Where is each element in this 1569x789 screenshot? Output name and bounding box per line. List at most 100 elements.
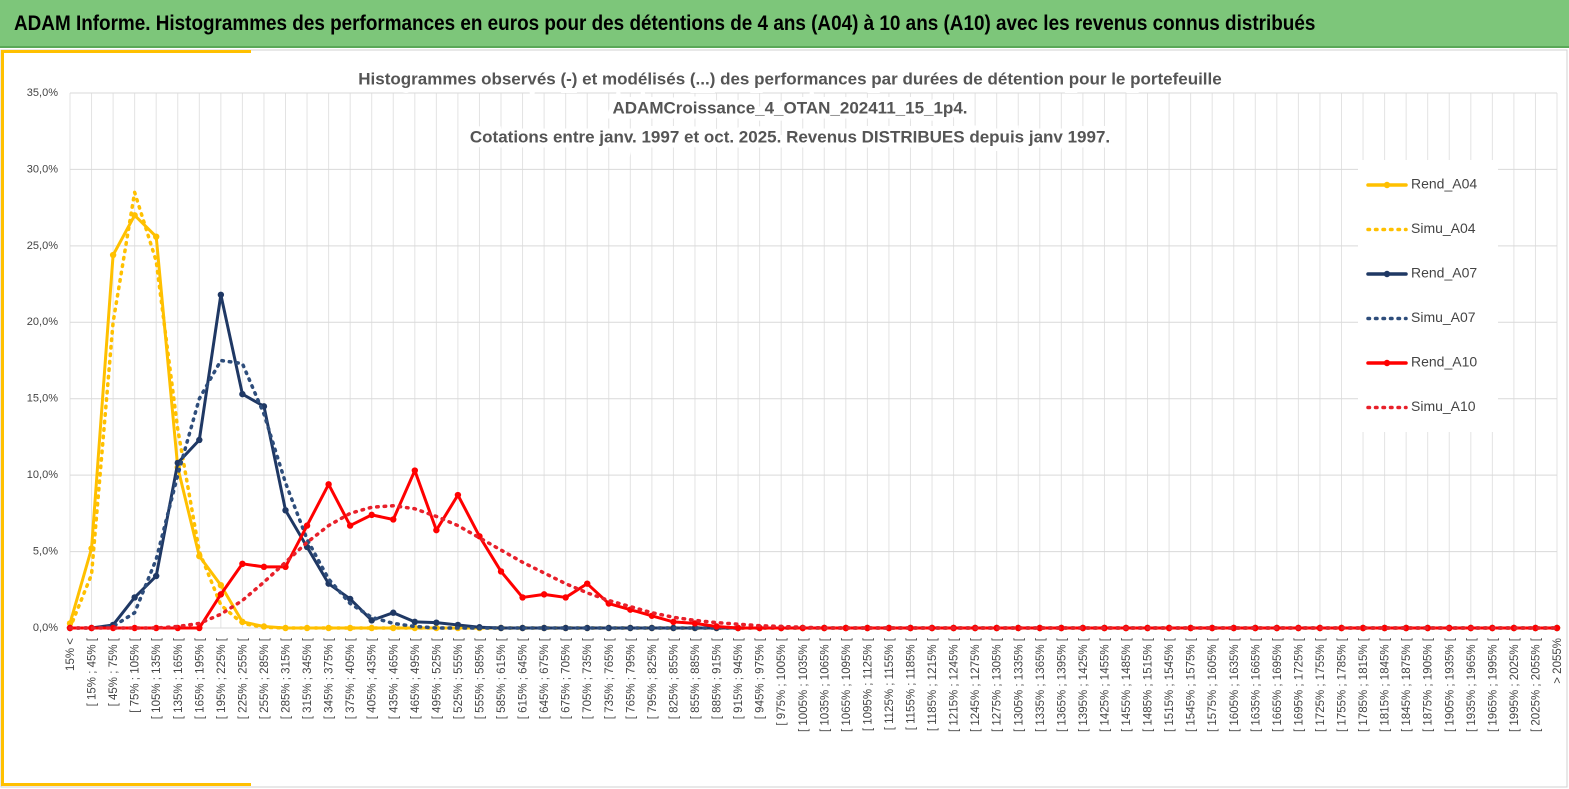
x-tick-label: [ 1725% ; 1755% [ bbox=[1315, 637, 1327, 732]
x-tick-label: [ 1785% ; 1815% [ bbox=[1358, 637, 1370, 732]
series-marker bbox=[691, 620, 699, 627]
series-marker bbox=[174, 459, 181, 467]
series-marker bbox=[346, 522, 354, 529]
legend-label: Simu_A10 bbox=[1411, 398, 1476, 414]
series-marker bbox=[217, 582, 225, 589]
x-tick-label: [ 165% ; 195% [ bbox=[194, 637, 206, 719]
series-marker bbox=[476, 533, 483, 540]
chart: 0,0% 5,0% 10,0% 15,0% 20,0% 25,0% 30,0% 35,0% Hi… bbox=[0, 49, 1568, 788]
legend-box bbox=[1358, 160, 1498, 432]
series-marker bbox=[131, 594, 138, 601]
series-marker bbox=[196, 436, 203, 444]
legend-marker bbox=[1383, 359, 1391, 367]
x-tick-label: [ 915% ; 945% [ bbox=[733, 637, 745, 719]
series-marker bbox=[540, 624, 548, 632]
x-tick-label: 15% < bbox=[65, 638, 77, 671]
series-marker bbox=[411, 467, 419, 474]
x-tick-label: [ 15% ; 45% [ bbox=[87, 637, 99, 706]
y-tick-label: 15,0% bbox=[27, 393, 58, 405]
series-marker bbox=[433, 526, 440, 534]
chart-title: Cotations entre janv. 1997 et oct. 2025.… bbox=[470, 127, 1110, 146]
x-tick-label: [ 75% ; 105% [ bbox=[130, 637, 142, 713]
x-tick-label: [ 855% ; 885% [ bbox=[690, 637, 702, 719]
x-tick-label: [ 1335% ; 1365% [ bbox=[1035, 637, 1047, 732]
series-marker bbox=[454, 491, 462, 499]
series-marker bbox=[562, 594, 569, 601]
x-tick-label: [ 555% ; 585% [ bbox=[474, 637, 486, 719]
x-tick-label: [ 1815% ; 1845% [ bbox=[1380, 637, 1392, 732]
x-tick-label: [ 765% ; 795% [ bbox=[625, 637, 637, 719]
series-marker bbox=[346, 595, 354, 603]
x-tick-label: [ 1485% ; 1515% [ bbox=[1143, 637, 1155, 732]
chart-title: Histogrammes observés (-) et modélisés (… bbox=[358, 69, 1221, 88]
x-tick-label: [ 1155% ; 1185% [ bbox=[906, 637, 918, 730]
series-marker bbox=[260, 563, 268, 571]
series-marker bbox=[584, 580, 591, 587]
x-tick-label: [ 1275% ; 1305% [ bbox=[992, 637, 1004, 732]
x-tick-label: [ 255% ; 285% [ bbox=[259, 637, 271, 719]
x-tick-label: [ 2025% ; 2055% [ bbox=[1530, 637, 1542, 732]
y-tick-label: 0,0% bbox=[33, 622, 58, 634]
series-marker bbox=[131, 624, 138, 632]
legend-label: Simu_A04 bbox=[1411, 220, 1476, 236]
x-tick-label: [ 315% ; 345% [ bbox=[302, 637, 314, 719]
legend-marker bbox=[1383, 181, 1391, 189]
series-marker bbox=[282, 507, 289, 514]
x-tick-label: [ 1695% ; 1725% [ bbox=[1293, 637, 1305, 732]
series-marker bbox=[713, 623, 720, 630]
x-tick-label: [ 615% ; 645% [ bbox=[518, 637, 530, 719]
series-marker bbox=[411, 618, 419, 626]
series-marker bbox=[153, 233, 160, 240]
series-marker bbox=[217, 591, 225, 598]
x-tick-label: [ 1245% ; 1275% [ bbox=[970, 637, 982, 732]
x-tick-label: [ 1455% ; 1485% [ bbox=[1121, 637, 1133, 732]
x-tick-label: [ 1965% ; 1995% [ bbox=[1487, 637, 1499, 732]
series-marker bbox=[346, 624, 354, 632]
x-tick-label: [ 1875% ; 1905% [ bbox=[1423, 637, 1435, 732]
x-tick-label: [ 675% ; 705% [ bbox=[561, 637, 573, 719]
accent bbox=[1, 50, 4, 786]
x-tick-label: [ 1095% ; 1125% [ bbox=[862, 637, 874, 731]
legend-marker bbox=[1383, 270, 1391, 278]
series-line bbox=[68, 358, 1559, 630]
accent bbox=[1, 50, 251, 53]
x-tick-label: [ 1425% ; 1455% [ bbox=[1099, 637, 1111, 732]
x-tick-label: [ 1005% ; 1035% [ bbox=[798, 637, 810, 732]
legend-label: Rend_A10 bbox=[1411, 354, 1477, 370]
x-tick-label: [ 495% ; 525% [ bbox=[431, 637, 443, 719]
x-tick-label: > 2055% bbox=[1552, 638, 1564, 684]
legend-label: Simu_A07 bbox=[1411, 309, 1476, 325]
x-tick-label: [ 705% ; 735% [ bbox=[582, 637, 594, 719]
header: ADAM Informe. Histogrammes des performan… bbox=[0, 0, 1569, 48]
x-tick-label: [ 1215% ; 1245% [ bbox=[949, 637, 961, 732]
series-line bbox=[68, 213, 1559, 630]
accent bbox=[1, 783, 251, 786]
series-marker bbox=[390, 516, 397, 523]
series-marker bbox=[519, 594, 526, 601]
series-marker bbox=[368, 624, 375, 632]
x-tick-label: [ 825% ; 855% [ bbox=[668, 637, 680, 719]
series-marker bbox=[734, 624, 742, 632]
x-tick-label: [ 1185% ; 1215% [ bbox=[927, 637, 939, 731]
series-marker bbox=[1553, 624, 1561, 632]
x-tick-label: [ 1125% ; 1155% [ bbox=[884, 637, 896, 730]
x-tick-label: [ 525% ; 555% [ bbox=[453, 637, 465, 719]
x-tick-label: [ 225% ; 255% [ bbox=[237, 637, 249, 719]
x-tick-label: [ 1755% ; 1785% [ bbox=[1337, 637, 1349, 732]
series-marker bbox=[109, 251, 117, 259]
x-tick-label: [ 1515% ; 1545% [ bbox=[1164, 637, 1176, 732]
y-tick-label: 35,0% bbox=[27, 87, 58, 99]
series-line bbox=[68, 293, 1559, 630]
x-tick-label: [ 1035% ; 1065% [ bbox=[819, 637, 831, 732]
series-marker bbox=[153, 572, 160, 580]
series-marker bbox=[540, 591, 548, 598]
series-marker bbox=[864, 624, 871, 632]
y-tick-label: 10,0% bbox=[27, 469, 58, 481]
x-tick-label: [ 1575% ; 1605% [ bbox=[1207, 637, 1219, 732]
legend-label: Rend_A04 bbox=[1411, 176, 1477, 192]
x-tick-label: [ 1605% ; 1635% [ bbox=[1229, 637, 1241, 732]
x-tick-label: [ 105% ; 135% [ bbox=[151, 637, 163, 719]
y-tick-label: 20,0% bbox=[27, 316, 58, 328]
series-line bbox=[68, 190, 1559, 630]
series-marker bbox=[217, 291, 225, 298]
